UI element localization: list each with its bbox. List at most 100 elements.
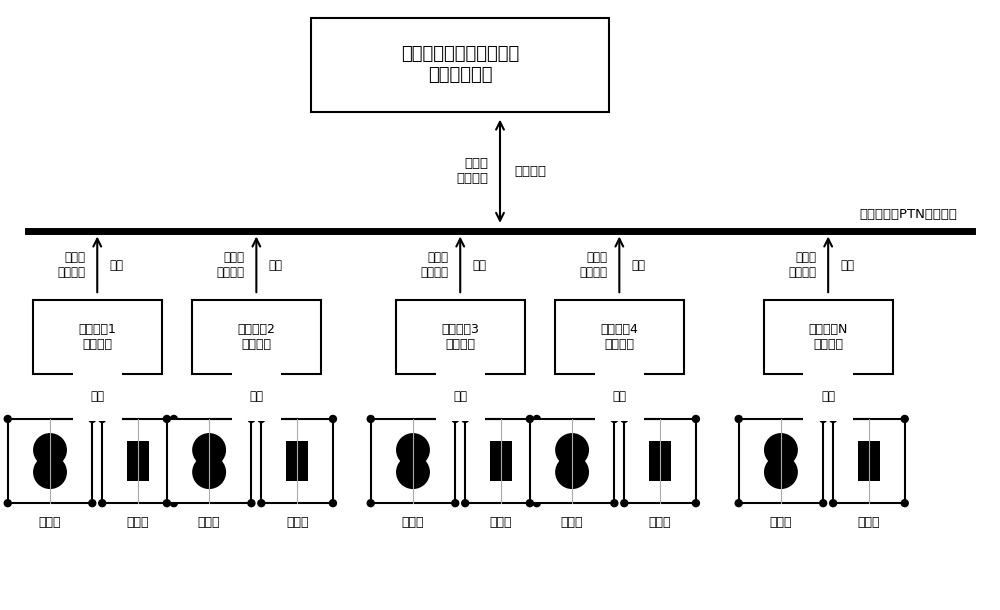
- Circle shape: [621, 500, 628, 507]
- Circle shape: [901, 500, 908, 507]
- Bar: [396, 300, 525, 375]
- Bar: [261, 419, 333, 503]
- Bar: [192, 300, 321, 375]
- Circle shape: [258, 415, 265, 422]
- Circle shape: [193, 456, 225, 488]
- Circle shape: [163, 415, 170, 422]
- Bar: [127, 441, 149, 481]
- Circle shape: [556, 456, 588, 488]
- Bar: [371, 419, 455, 503]
- Circle shape: [692, 415, 699, 422]
- Circle shape: [34, 456, 66, 488]
- Circle shape: [830, 415, 837, 422]
- Circle shape: [248, 415, 255, 422]
- Bar: [311, 18, 609, 112]
- Text: 采样值
开入开出: 采样值 开入开出: [788, 251, 816, 279]
- Bar: [624, 419, 696, 503]
- Circle shape: [692, 500, 699, 507]
- Circle shape: [901, 415, 908, 422]
- Circle shape: [611, 415, 618, 422]
- Text: 馈线开关4
智能终端: 馈线开关4 智能终端: [600, 323, 638, 351]
- Bar: [286, 441, 308, 481]
- Circle shape: [526, 500, 533, 507]
- Text: 电缆: 电缆: [90, 390, 104, 403]
- Text: 断路器: 断路器: [286, 517, 308, 529]
- Circle shape: [397, 434, 429, 466]
- Text: 互感器: 互感器: [39, 517, 61, 529]
- Circle shape: [258, 500, 265, 507]
- Text: 馈线开关N
智能终端: 馈线开关N 智能终端: [808, 323, 848, 351]
- Text: 断路器: 断路器: [649, 517, 671, 529]
- Circle shape: [735, 500, 742, 507]
- Circle shape: [462, 500, 469, 507]
- Circle shape: [526, 415, 533, 422]
- Circle shape: [820, 500, 827, 507]
- Text: 电缆: 电缆: [249, 390, 263, 403]
- Text: 断路器: 断路器: [490, 517, 512, 529]
- Circle shape: [611, 500, 618, 507]
- Text: 断路器: 断路器: [127, 517, 149, 529]
- Text: 馈线开关2
智能终端: 馈线开关2 智能终端: [237, 323, 275, 351]
- Circle shape: [170, 500, 177, 507]
- Text: 电缆: 电缆: [612, 390, 626, 403]
- Circle shape: [397, 456, 429, 488]
- Circle shape: [367, 415, 374, 422]
- Text: 馈线开关3
智能终端: 馈线开关3 智能终端: [441, 323, 479, 351]
- Text: 基于相位差原理的配电网
广域差动保护: 基于相位差原理的配电网 广域差动保护: [401, 45, 519, 84]
- Text: 电缆: 电缆: [821, 390, 835, 403]
- Circle shape: [99, 415, 106, 422]
- Bar: [555, 300, 684, 375]
- Circle shape: [462, 415, 469, 422]
- Circle shape: [765, 434, 797, 466]
- Circle shape: [89, 500, 96, 507]
- Circle shape: [193, 434, 225, 466]
- Text: 互感器: 互感器: [561, 517, 583, 529]
- Circle shape: [329, 500, 336, 507]
- Text: 光缆: 光缆: [268, 259, 282, 272]
- Bar: [465, 419, 537, 503]
- Bar: [167, 419, 251, 503]
- Circle shape: [329, 415, 336, 422]
- Circle shape: [4, 415, 11, 422]
- Text: 采样值
开入开出: 采样值 开入开出: [57, 251, 85, 279]
- Circle shape: [533, 500, 540, 507]
- Circle shape: [735, 415, 742, 422]
- Text: 采样值
开入开出: 采样值 开入开出: [456, 157, 488, 185]
- Circle shape: [621, 415, 628, 422]
- Text: 光缆: 光缆: [472, 259, 486, 272]
- Bar: [33, 300, 162, 375]
- Text: 互感器: 互感器: [402, 517, 424, 529]
- Circle shape: [452, 500, 459, 507]
- Circle shape: [820, 415, 827, 422]
- Bar: [8, 419, 92, 503]
- Text: 光缆: 光缆: [631, 259, 645, 272]
- Text: 互感器: 互感器: [198, 517, 220, 529]
- Bar: [833, 419, 905, 503]
- Text: 配电网广域PTN光纤环网: 配电网广域PTN光纤环网: [860, 208, 957, 221]
- Circle shape: [4, 500, 11, 507]
- Text: 互感器: 互感器: [770, 517, 792, 529]
- Bar: [858, 441, 880, 481]
- Text: 电缆: 电缆: [453, 390, 467, 403]
- Circle shape: [830, 500, 837, 507]
- Bar: [739, 419, 823, 503]
- Text: 断路器: 断路器: [858, 517, 880, 529]
- Circle shape: [170, 415, 177, 422]
- Circle shape: [163, 500, 170, 507]
- Circle shape: [248, 500, 255, 507]
- Circle shape: [89, 415, 96, 422]
- Text: 采样值
开入开出: 采样值 开入开出: [420, 251, 448, 279]
- Bar: [490, 441, 512, 481]
- Circle shape: [533, 415, 540, 422]
- Text: 采样值
开入开出: 采样值 开入开出: [579, 251, 607, 279]
- Bar: [764, 300, 893, 375]
- Bar: [649, 441, 671, 481]
- Text: 光缆: 光缆: [840, 259, 854, 272]
- Bar: [102, 419, 174, 503]
- Text: 采样值
开入开出: 采样值 开入开出: [216, 251, 244, 279]
- Text: 馈线开关1
智能终端: 馈线开关1 智能终端: [78, 323, 116, 351]
- Circle shape: [556, 434, 588, 466]
- Circle shape: [99, 500, 106, 507]
- Bar: [530, 419, 614, 503]
- Circle shape: [34, 434, 66, 466]
